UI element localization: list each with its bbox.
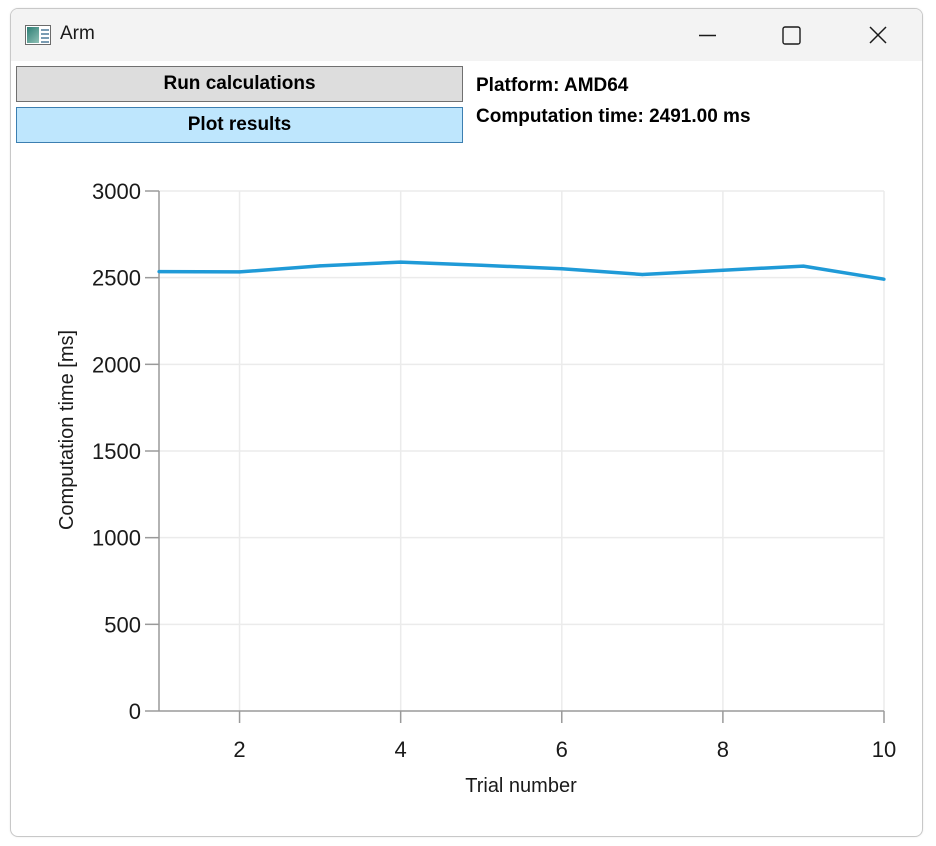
plot-results-button[interactable]: Plot results [16, 107, 463, 143]
data-point [721, 268, 725, 272]
window-title: Arm [60, 23, 95, 44]
computation-time-chart: 0 500 1000 1500 2000 2500 3000 2 4 6 8 10 Trial num… [56, 179, 896, 797]
data-point [560, 267, 564, 271]
x-tick-label: 2 [233, 737, 245, 762]
x-tick-label: 6 [556, 737, 568, 762]
maximize-button[interactable] [749, 9, 835, 61]
data-point [157, 270, 161, 274]
series-line [158, 260, 885, 281]
y-axis-label: Computation time [ms] [56, 330, 78, 530]
x-tick-label: 4 [395, 737, 407, 762]
y-tick-label: 1000 [92, 526, 141, 551]
app-window: Arm Run calculations Plot results Platfo… [10, 8, 923, 837]
maximize-icon [782, 26, 801, 45]
data-point [479, 263, 483, 267]
y-tick-label: 500 [104, 612, 141, 637]
data-point [882, 277, 886, 281]
y-tick-label: 0 [129, 699, 141, 724]
y-tick-label: 3000 [92, 179, 141, 204]
y-tick-label: 1500 [92, 439, 141, 464]
x-tick-label: 10 [872, 737, 896, 762]
data-point [801, 264, 806, 268]
app-chart-icon [25, 25, 51, 45]
run-calculations-button[interactable]: Run calculations [16, 66, 463, 102]
close-button[interactable] [835, 9, 921, 61]
data-point [640, 272, 644, 277]
close-icon [869, 26, 887, 44]
y-tick-label: 2000 [92, 352, 141, 377]
data-point [318, 264, 322, 268]
minimize-button[interactable] [663, 9, 749, 61]
data-point [399, 260, 403, 264]
platform-label: Platform: AMD64 [476, 75, 629, 96]
computation-time-label: Computation time: 2491.00 ms [476, 106, 751, 127]
x-tick-label: 8 [717, 737, 729, 762]
y-tick-label: 2500 [92, 266, 141, 291]
x-axis-label: Trial number [465, 775, 577, 797]
data-point [237, 270, 242, 274]
title-bar[interactable]: Arm [11, 9, 922, 61]
minimize-icon [699, 34, 716, 37]
